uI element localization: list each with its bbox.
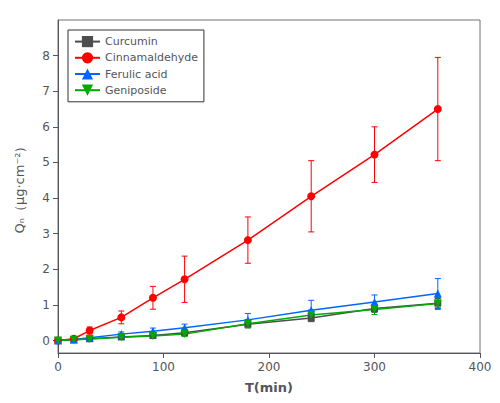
svg-text:Ferulic acid: Ferulic acid (105, 68, 167, 81)
svg-text:0: 0 (42, 334, 50, 348)
svg-text:1: 1 (42, 298, 50, 312)
svg-text:8: 8 (42, 49, 50, 63)
svg-text:Cinnamaldehyde: Cinnamaldehyde (105, 51, 198, 64)
svg-text:0: 0 (54, 360, 62, 374)
svg-text:3: 3 (42, 227, 50, 241)
svg-text:200: 200 (258, 360, 281, 374)
svg-text:4: 4 (42, 191, 50, 205)
svg-text:300: 300 (363, 360, 386, 374)
svg-text:Curcumin: Curcumin (105, 35, 158, 48)
svg-text:100: 100 (152, 360, 175, 374)
svg-text:T(min): T(min) (245, 380, 293, 395)
svg-text:Qₙ（μg·cm⁻²）: Qₙ（μg·cm⁻²） (12, 140, 27, 234)
svg-text:5: 5 (42, 155, 50, 169)
svg-text:7: 7 (42, 84, 50, 98)
svg-text:6: 6 (42, 120, 50, 134)
svg-text:400: 400 (469, 360, 492, 374)
svg-text:2: 2 (42, 262, 50, 276)
svg-text:Geniposide: Geniposide (105, 84, 167, 97)
